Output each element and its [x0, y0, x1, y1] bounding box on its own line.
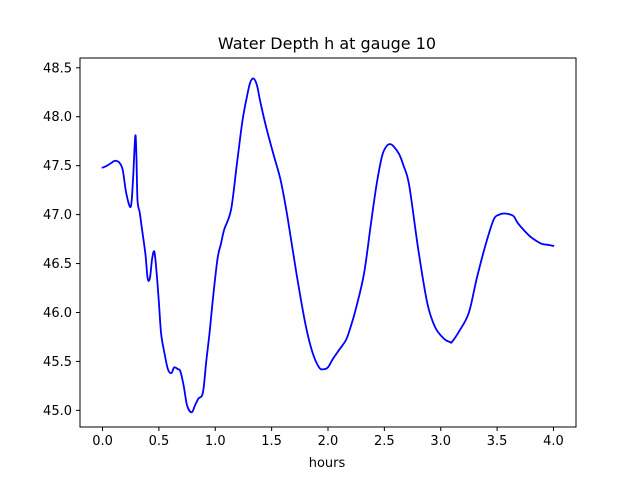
y-tick-label: 47.5 [43, 159, 72, 174]
y-tick-label: 45.0 [43, 404, 72, 419]
y-tick-label: 48.0 [43, 110, 72, 125]
x-tick-label: 2.0 [318, 434, 339, 449]
chart-title: Water Depth h at gauge 10 [218, 34, 436, 53]
series-line-0 [101, 77, 555, 414]
y-tick-label: 45.5 [43, 355, 72, 370]
y-tick-label: 46.0 [43, 306, 72, 321]
series-layer [101, 77, 555, 414]
x-tick-label: 1.5 [261, 434, 282, 449]
x-tick-label: 4.0 [543, 434, 564, 449]
x-tick-label: 1.0 [205, 434, 226, 449]
axis-ticks: 0.0 0.5 1.0 1.5 2.0 2.5 3.0 3.5 4.0 45.0 45.5 46.0 4… [43, 61, 564, 449]
y-tick-label: 47.0 [43, 208, 72, 223]
y-tick-label: 48.5 [43, 61, 72, 76]
x-tick-label: 0.5 [149, 434, 170, 449]
x-tick-label: 2.5 [374, 434, 395, 449]
y-tick-label: 46.5 [43, 257, 72, 272]
plot-area-frame [79, 57, 577, 428]
x-tick-label: 3.5 [487, 434, 508, 449]
x-axis-label: hours [309, 456, 346, 471]
x-tick-label: 3.0 [430, 434, 451, 449]
x-tick-label: 0.0 [92, 434, 113, 449]
